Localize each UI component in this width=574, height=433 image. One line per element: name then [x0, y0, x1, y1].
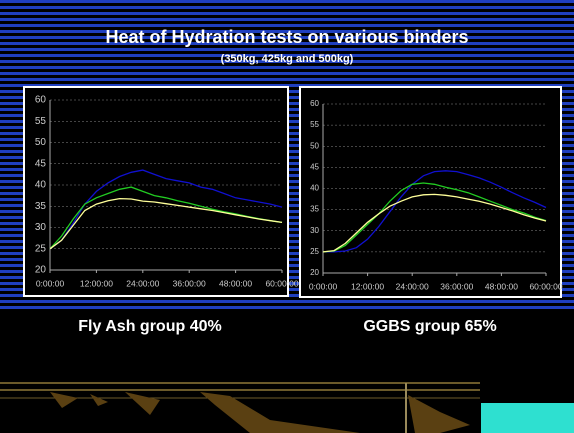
chart: 20 25 30 35 40 45 50 55 60 0:00:00 12:00:00 24:00:0… — [23, 86, 299, 297]
y-tick-label: 30 — [35, 222, 47, 233]
y-tick-label: 50 — [35, 137, 47, 148]
slide-subtitle: (350kg, 425kg and 500kg) — [221, 53, 354, 65]
chart-frame — [299, 86, 562, 298]
y-tick-label: 35 — [310, 205, 319, 214]
y-tick-label: 25 — [35, 243, 47, 254]
x-tick-label: 36:00:00 — [173, 278, 206, 288]
x-tick-label: 48:00:00 — [219, 278, 252, 288]
y-tick-label: 20 — [310, 268, 319, 277]
y-tick-label: 55 — [35, 116, 47, 127]
x-tick-label: 36:00:00 — [440, 281, 473, 291]
data-line — [323, 170, 547, 253]
chart-caption: GGBS group 65% — [363, 318, 496, 335]
x-tick-label: 12:00:00 — [351, 281, 384, 291]
x-tick-label: 12:00:00 — [80, 278, 113, 288]
y-tick-label: 35 — [35, 201, 47, 212]
y-tick-label: 20 — [35, 265, 47, 276]
y-tick-label: 25 — [310, 247, 319, 256]
y-tick-label: 60 — [310, 99, 319, 108]
data-line — [322, 193, 547, 253]
slide-title: Heat of Hydration tests on various binde… — [105, 27, 468, 47]
chart-frame — [23, 86, 289, 297]
x-tick-label: 48:00:00 — [485, 281, 518, 291]
y-tick-label: 45 — [35, 158, 47, 169]
x-tick-label: 24:00:00 — [396, 281, 429, 291]
x-tick-label: 60:00:00 — [529, 281, 562, 291]
y-tick-label: 30 — [310, 226, 319, 235]
chart: 20 25 30 35 40 45 50 55 60 0:00:00 12:00:00 24:00:0… — [299, 86, 563, 298]
y-tick-label: 45 — [310, 162, 319, 171]
data-line — [49, 197, 283, 250]
y-tick-label: 60 — [35, 95, 47, 106]
data-line — [322, 182, 547, 253]
y-tick-label: 40 — [310, 184, 319, 193]
lower-background — [0, 312, 574, 433]
data-line — [49, 169, 283, 250]
y-tick-label: 50 — [310, 141, 319, 150]
decoration — [0, 382, 574, 433]
x-tick-label: 0:00:00 — [309, 281, 338, 291]
x-tick-label: 24:00:00 — [126, 278, 159, 288]
x-tick-label: 60:00:00 — [265, 278, 298, 288]
chart-caption: Fly Ash group 40% — [78, 318, 221, 335]
x-tick-label: 0:00:00 — [36, 278, 65, 288]
y-tick-label: 55 — [310, 120, 319, 129]
y-tick-label: 40 — [35, 180, 47, 191]
